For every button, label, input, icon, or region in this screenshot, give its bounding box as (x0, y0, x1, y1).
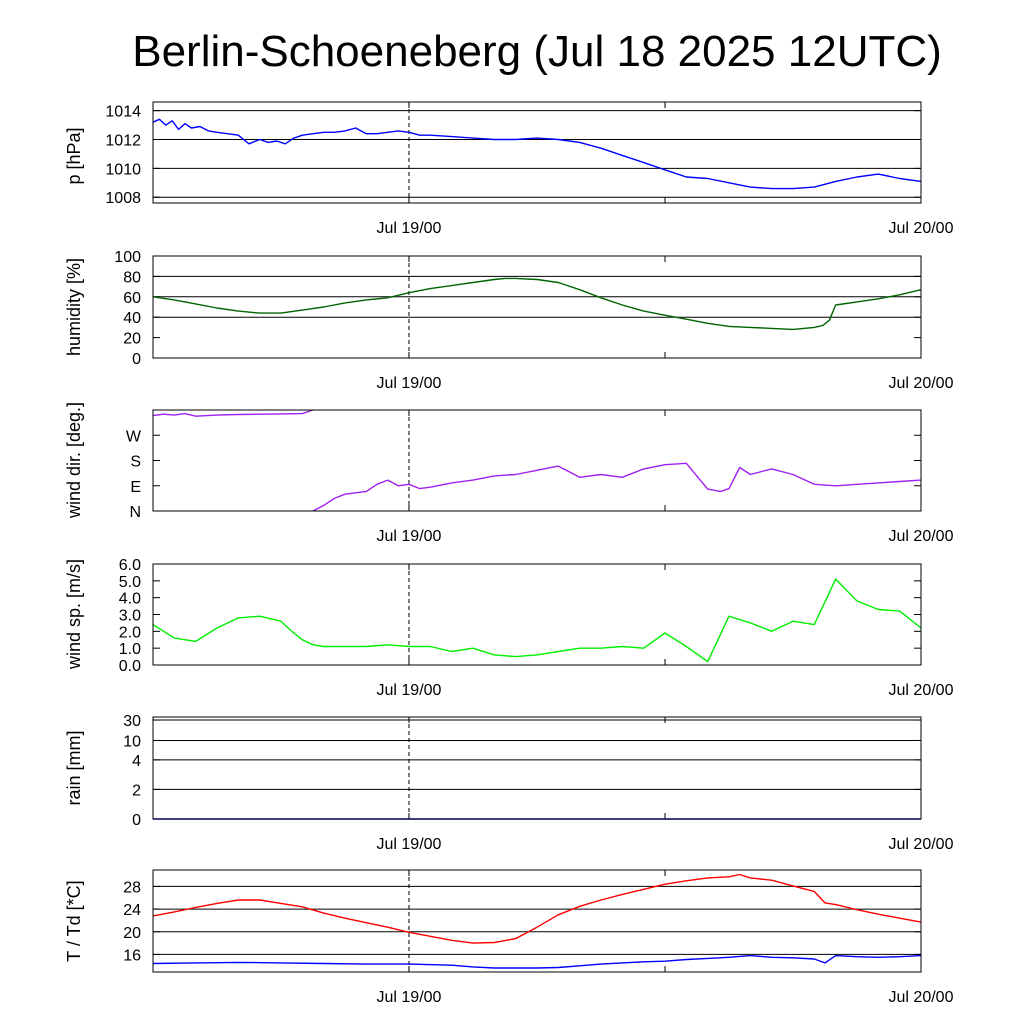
y-tick-label: 80 (123, 269, 141, 286)
y-tick-label: 1008 (105, 190, 141, 207)
y-tick-label: 60 (123, 290, 141, 307)
y-tick-label: 4.0 (119, 591, 141, 608)
y-axis-label: T / Td [*C] (64, 880, 84, 961)
x-tick-label: Jul 20/00 (889, 220, 954, 237)
y-tick-label: 1012 (105, 133, 141, 150)
y-tick-label: 4 (132, 753, 141, 770)
y-tick-label: W (126, 428, 142, 445)
y-tick-label: 20 (123, 331, 141, 348)
x-tick-label: Jul 20/00 (889, 682, 954, 699)
plot-frame (152, 255, 922, 359)
series-line-0 (152, 578, 922, 663)
series-line-1 (152, 954, 922, 969)
plot-frame (152, 409, 922, 512)
y-tick-label: 40 (123, 310, 141, 327)
y-tick-label: 100 (114, 249, 141, 266)
y-tick-label: 0 (132, 351, 141, 368)
y-tick-label: 2 (132, 782, 141, 799)
y-tick-label: 28 (123, 879, 141, 896)
panel-1: 100 80 60 40 20 0 Jul 19/00 Jul 20/00 humidity [… (64, 249, 954, 392)
y-tick-label: N (129, 504, 141, 521)
plot-frame (152, 869, 922, 973)
panels: 1014 1012 1010 1008 Jul 19/00 Jul 20/00 p [hPa… (64, 101, 954, 1006)
y-tick-label: 1010 (105, 161, 141, 178)
y-tick-label: 10 (123, 733, 141, 750)
x-tick-label: Jul 19/00 (377, 375, 442, 392)
plot-frame (152, 563, 922, 666)
y-tick-label: 24 (123, 902, 141, 919)
y-tick-label: S (130, 454, 141, 471)
y-axis-label: humidity [%] (64, 258, 84, 356)
y-tick-label: 1.0 (119, 641, 141, 658)
y-tick-label: 3.0 (119, 608, 141, 625)
y-tick-label: E (130, 479, 141, 496)
plot-frame (152, 101, 922, 204)
y-axis-label: wind sp. [m/s] (64, 559, 84, 670)
panel-3: 6.05.04.03.02.01.00.0 Jul 19/00 Jul 20/00 w… (64, 557, 954, 699)
x-tick-label: Jul 20/00 (889, 375, 954, 392)
y-axis-label: wind dir. [deg.] (64, 402, 84, 519)
y-tick-label: 30 (123, 713, 141, 730)
plot-frame (152, 716, 922, 820)
y-tick-label: 20 (123, 925, 141, 942)
series-line-0 (152, 277, 922, 331)
x-tick-label: Jul 19/00 (377, 989, 442, 1006)
series-line-0 (152, 873, 922, 944)
y-tick-label: 1014 (105, 104, 141, 121)
y-axis-label: rain [mm] (64, 730, 84, 805)
y-tick-label: 16 (123, 947, 141, 964)
x-tick-label: Jul 19/00 (377, 220, 442, 237)
chart-title: Berlin-Schoeneberg (Jul 18 2025 12UTC) (132, 27, 942, 76)
y-tick-label: 2.0 (119, 624, 141, 641)
x-tick-label: Jul 19/00 (377, 528, 442, 545)
series-line-1 (312, 462, 922, 512)
y-axis-label: p [hPa] (64, 127, 84, 184)
x-tick-label: Jul 20/00 (889, 528, 954, 545)
y-tick-label: 0 (132, 812, 141, 829)
series-line-0 (152, 409, 314, 417)
x-tick-label: Jul 20/00 (889, 836, 954, 853)
y-tick-label: 6.0 (119, 557, 141, 574)
panel-4: 30 10 4 2 0 Jul 19/00 Jul 20/00 rain [mm] (64, 713, 954, 853)
x-tick-label: Jul 19/00 (377, 836, 442, 853)
x-tick-label: Jul 19/00 (377, 682, 442, 699)
panel-5: 28 24 20 16 Jul 19/00 Jul 20/00 T / Td [*C] (64, 869, 954, 1006)
series-line-0 (152, 118, 922, 190)
y-tick-label: 5.0 (119, 574, 141, 591)
x-tick-label: Jul 20/00 (889, 989, 954, 1006)
panel-0: 1014 1012 1010 1008 Jul 19/00 Jul 20/00 p [hPa… (64, 101, 954, 237)
y-tick-label: 0.0 (119, 658, 141, 675)
